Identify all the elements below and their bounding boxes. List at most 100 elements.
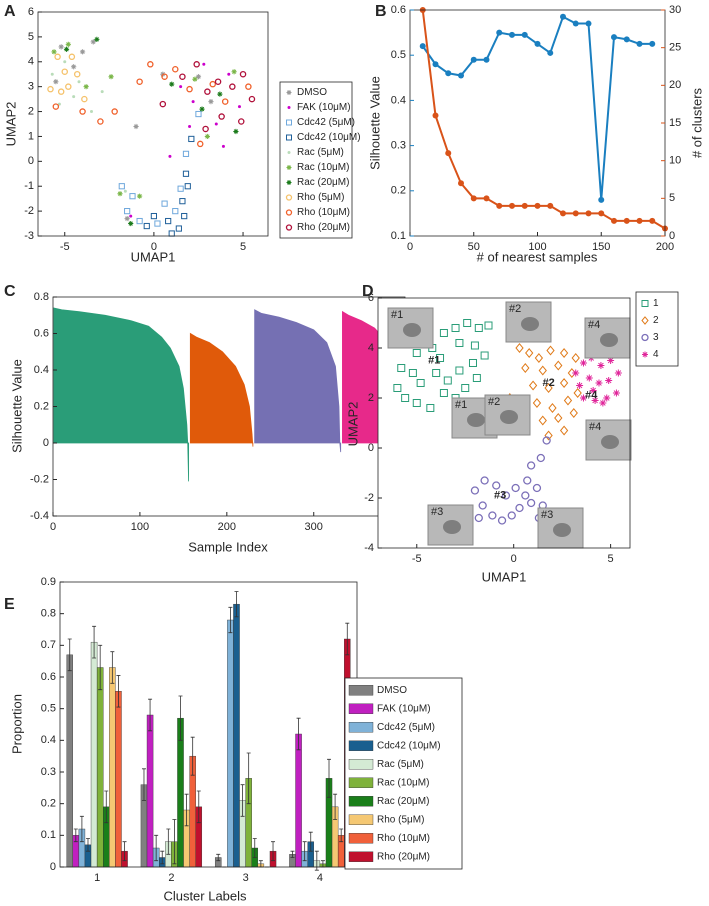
legend-label: 3 bbox=[653, 332, 659, 343]
point bbox=[546, 345, 555, 356]
point bbox=[393, 384, 402, 392]
legend-swatch bbox=[348, 833, 374, 844]
point bbox=[172, 65, 179, 73]
x-tick-label: 0 bbox=[511, 553, 517, 565]
point bbox=[79, 108, 86, 115]
point bbox=[77, 80, 81, 84]
x-axis-label: Cluster Labels bbox=[163, 888, 247, 903]
point bbox=[221, 98, 229, 105]
error-bar bbox=[172, 819, 177, 865]
point bbox=[607, 357, 615, 364]
point bbox=[186, 85, 193, 93]
x-axis-label: UMAP1 bbox=[131, 249, 176, 264]
y-tick-label: 4 bbox=[28, 56, 34, 68]
point bbox=[221, 144, 225, 148]
x-tick-label: 3 bbox=[243, 872, 249, 884]
y-tick-label: 0.9 bbox=[41, 576, 56, 588]
point bbox=[569, 408, 578, 418]
legend-swatch bbox=[641, 300, 649, 307]
point bbox=[179, 85, 183, 89]
line-point bbox=[458, 180, 464, 187]
point bbox=[397, 364, 406, 372]
point bbox=[159, 100, 167, 108]
point bbox=[571, 353, 580, 363]
point bbox=[124, 215, 130, 222]
point bbox=[227, 72, 231, 76]
point bbox=[193, 61, 200, 68]
point bbox=[603, 394, 611, 402]
point bbox=[245, 83, 252, 90]
error-bar bbox=[327, 758, 332, 798]
legend-swatch bbox=[641, 316, 649, 325]
point bbox=[202, 62, 206, 66]
x-tick-label: 0 bbox=[407, 241, 413, 253]
point bbox=[53, 79, 59, 85]
line-point bbox=[547, 202, 554, 209]
line-point bbox=[572, 20, 579, 27]
error-bar bbox=[296, 717, 301, 751]
point bbox=[181, 212, 188, 220]
legend-label: Rac (5μM) bbox=[377, 759, 424, 770]
point bbox=[412, 399, 421, 407]
x-tick-label: 1 bbox=[94, 872, 100, 884]
y-tick-label: 0.6 bbox=[41, 671, 56, 683]
legend-label: 2 bbox=[653, 315, 659, 326]
point bbox=[474, 324, 483, 332]
legend-swatch bbox=[287, 106, 291, 109]
point bbox=[559, 425, 569, 436]
point bbox=[579, 359, 587, 367]
legend-label: Rho (10μM) bbox=[377, 833, 430, 844]
point bbox=[136, 78, 143, 85]
point bbox=[68, 53, 76, 61]
line-point bbox=[560, 13, 566, 20]
legend-label: Cdc42 (10μM) bbox=[377, 740, 441, 751]
x-tick-label: 100 bbox=[131, 521, 149, 533]
axes-frame bbox=[377, 297, 631, 549]
point bbox=[523, 476, 532, 485]
point bbox=[83, 84, 89, 90]
point bbox=[147, 61, 154, 68]
point bbox=[451, 324, 460, 332]
point bbox=[154, 220, 161, 227]
legend-swatch bbox=[348, 851, 374, 862]
error-bar bbox=[148, 698, 153, 732]
legend-label: Rac (5μM) bbox=[297, 147, 344, 158]
point bbox=[507, 511, 516, 520]
legend-label: Rho (20μM) bbox=[297, 222, 350, 233]
point bbox=[478, 501, 487, 510]
legend-swatch bbox=[348, 740, 374, 751]
line-point bbox=[623, 217, 630, 224]
legend-label: Cdc42 (10μM) bbox=[297, 132, 361, 143]
point bbox=[426, 404, 435, 412]
line-point bbox=[585, 210, 592, 217]
line-point bbox=[636, 217, 643, 224]
legend-swatch bbox=[286, 119, 292, 126]
legend-swatch bbox=[286, 180, 292, 185]
point bbox=[525, 348, 534, 358]
line-point bbox=[432, 61, 439, 68]
error-bar bbox=[110, 651, 115, 684]
point bbox=[184, 183, 191, 190]
point bbox=[443, 376, 452, 385]
point bbox=[61, 68, 68, 75]
point bbox=[597, 362, 605, 369]
point bbox=[439, 389, 448, 397]
legend-label: Rac (10μM) bbox=[297, 162, 349, 173]
line-point bbox=[534, 202, 541, 209]
point bbox=[137, 193, 143, 199]
point bbox=[492, 481, 501, 490]
point bbox=[89, 110, 93, 114]
x-tick-label: 100 bbox=[528, 241, 546, 253]
point bbox=[468, 359, 477, 367]
point bbox=[199, 106, 205, 112]
point bbox=[94, 36, 100, 42]
point bbox=[573, 388, 582, 398]
y2-tick-label: 15 bbox=[669, 117, 681, 129]
thumbnail-label: #4 bbox=[589, 421, 601, 433]
point bbox=[100, 90, 104, 94]
y-tick-label: -4 bbox=[364, 542, 374, 554]
thumbnail-cell bbox=[443, 520, 461, 534]
point bbox=[123, 189, 127, 193]
point bbox=[488, 511, 497, 520]
